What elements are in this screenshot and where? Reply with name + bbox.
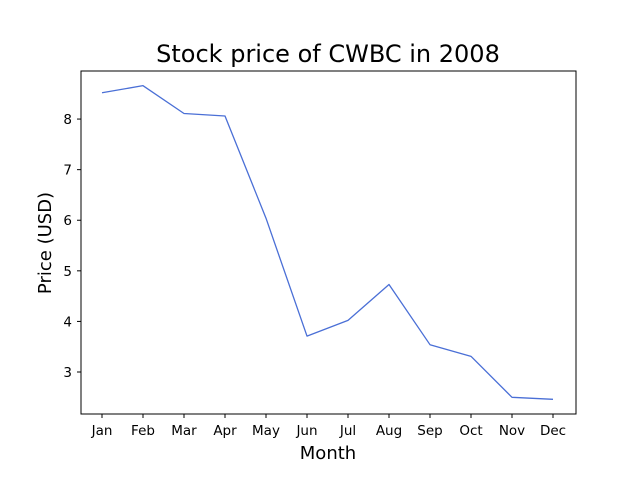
x-tick-label: Aug	[376, 423, 402, 439]
chart-title: Stock price of CWBC in 2008	[156, 40, 500, 68]
x-axis-label: Month	[300, 443, 356, 464]
x-tick-label: Apr	[213, 423, 237, 439]
x-tick-label: Dec	[540, 423, 566, 439]
y-tick-label: 8	[63, 112, 72, 128]
x-tick-label: May	[252, 423, 280, 439]
x-tick-label: Jun	[295, 423, 317, 439]
x-tick-label: Jul	[339, 423, 356, 439]
y-tick-label: 7	[63, 163, 72, 179]
y-tick-label: 3	[63, 365, 72, 381]
x-tick-label: Feb	[131, 423, 155, 439]
x-tick-label: Oct	[459, 423, 482, 439]
y-axis-label: Price (USD)	[35, 192, 56, 294]
y-tick-label: 5	[63, 264, 72, 280]
y-tick-label: 4	[63, 314, 72, 330]
plot-frame	[80, 70, 577, 415]
y-tick-label: 6	[63, 213, 72, 229]
x-tick-label: Mar	[171, 423, 197, 439]
x-tick-label: Jan	[91, 423, 113, 439]
series-line-0	[101, 85, 554, 400]
plot-area: Jan Feb Mar Apr May Jun Jul Aug Sep Oct Nov Dec 3 4 5 6…	[63, 70, 577, 439]
x-tick-label: Nov	[499, 423, 525, 439]
x-tick-label: Sep	[417, 423, 442, 439]
